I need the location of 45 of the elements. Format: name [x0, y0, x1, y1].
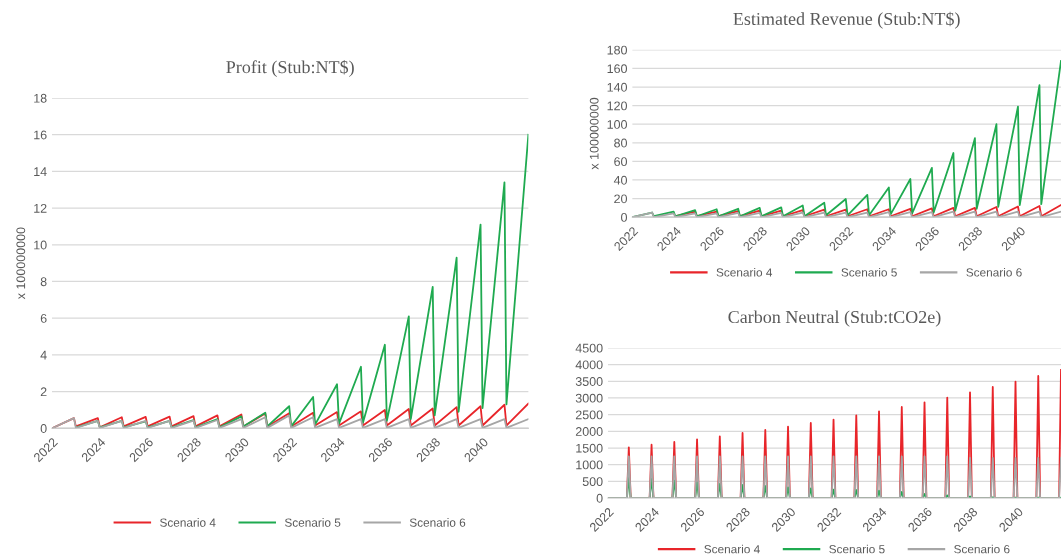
y-tick-label: 4 — [40, 350, 47, 360]
y-tick-label: 180 — [607, 45, 628, 55]
y-tick-label: 12 — [34, 203, 47, 213]
y-tick-label: 80 — [614, 138, 628, 148]
legend-label: Scenario 4 — [704, 544, 760, 554]
y-tick-label: 2500 — [575, 410, 603, 420]
y-tick-label: 20 — [614, 194, 628, 204]
legend-label: Scenario 5 — [284, 518, 341, 527]
y-tick-label: 16 — [34, 130, 47, 140]
y-tick-label: 1000 — [576, 460, 603, 470]
y-axis-title: x 100000000 — [16, 227, 26, 300]
y-tick-label: 0 — [596, 493, 603, 503]
y-tick-label: 160 — [607, 64, 628, 74]
y-tick-label: 4500 — [575, 343, 603, 353]
y-tick-label: 140 — [607, 82, 628, 92]
chart-title: Estimated Revenue (Stub:NT$) — [733, 11, 960, 29]
y-tick-label: 10 — [34, 240, 47, 250]
legend-label: Scenario 5 — [829, 544, 885, 554]
y-axis-title: x 100000000 — [589, 97, 599, 170]
y-tick-label: 2 — [40, 387, 47, 397]
y-tick-label: 0 — [621, 212, 628, 222]
y-tick-label: 120 — [607, 101, 628, 111]
line-series — [51, 414, 529, 429]
y-tick-label: 3000 — [575, 393, 603, 403]
y-tick-label: 60 — [614, 157, 628, 167]
y-tick-label: 14 — [34, 167, 47, 176]
legend-label: Scenario 6 — [954, 544, 1010, 554]
legend-label: Scenario 6 — [409, 518, 466, 527]
y-tick-label: 18 — [34, 93, 47, 103]
y-tick-label: 500 — [582, 477, 603, 487]
y-tick-label: 8 — [40, 277, 47, 287]
chart-title: Carbon Neutral (Stub:tCO2e) — [728, 310, 941, 327]
legend-label: Scenario 4 — [160, 518, 216, 527]
y-tick-label: 40 — [613, 175, 628, 185]
y-tick-label: 1500 — [576, 443, 603, 453]
chart-title: Profit (Stub:NT$) — [226, 59, 354, 77]
y-tick-label: 100 — [607, 120, 628, 129]
legend-label: Scenario 6 — [966, 267, 1022, 277]
y-tick-label: 4000 — [575, 360, 603, 370]
legend-label: Scenario 5 — [841, 267, 897, 277]
y-tick-label: 0 — [40, 424, 47, 433]
y-tick-label: 2000 — [575, 427, 603, 436]
y-tick-label: 6 — [40, 313, 47, 323]
legend-label: Scenario 4 — [716, 267, 773, 277]
y-tick-label: 3500 — [575, 377, 603, 386]
